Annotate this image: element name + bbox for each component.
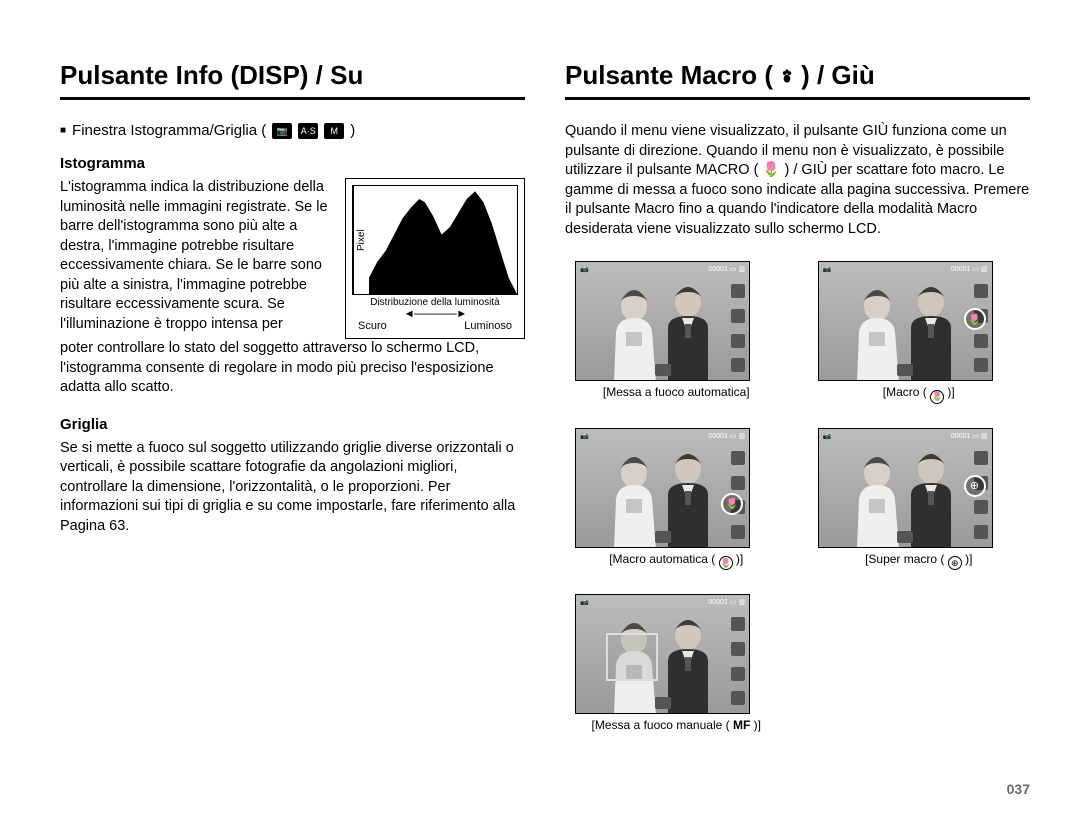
histogram-range-high: Luminoso xyxy=(464,320,512,332)
lcd-side-icon xyxy=(974,500,988,514)
lcd-side-icons xyxy=(731,284,745,372)
histogram-section-title: Istogramma xyxy=(60,155,525,172)
thumbnail-grid: 📷00001 ▭ ▥ [Messa a fuoco automatica] 📷00… xyxy=(565,261,1030,732)
macro-mode-badge: 🌷 xyxy=(721,493,743,515)
lcd-preview-thumb: 📷00001 ▭ ▥ ⊕ xyxy=(818,428,993,548)
thumbnail-cell: 📷00001 ▭ ▥🌷[Macro ( 🌷 )] xyxy=(818,261,1021,404)
right-heading-suffix: ) / Giù xyxy=(801,60,875,91)
right-heading: Pulsante Macro ( ) / Giù xyxy=(565,60,1030,100)
lcd-side-icon xyxy=(974,334,988,348)
lcd-side-icon xyxy=(974,525,988,539)
manual-focus-rect xyxy=(606,633,658,681)
lcd-topbar: 📷00001 ▭ ▥ xyxy=(580,432,745,440)
lcd-side-icon xyxy=(731,358,745,372)
thumbnail-cell: 📷00001 ▭ ▥ [Messa a fuoco automatica] xyxy=(575,261,778,404)
left-column: Pulsante Info (DISP) / Su ■ Finestra Ist… xyxy=(60,60,525,732)
lcd-side-icon xyxy=(731,284,745,298)
lcd-side-icon xyxy=(731,334,745,348)
preview-subjects xyxy=(576,429,749,547)
thumbnail-cell: 📷00001 ▭ ▥⊕[Super macro ( ⊕ )] xyxy=(818,428,1021,571)
lcd-side-icon xyxy=(731,309,745,323)
preview-subjects xyxy=(576,595,749,713)
histogram-ylabel: Pixel xyxy=(353,186,369,294)
lcd-preview-thumb: 📷00001 ▭ ▥ xyxy=(575,261,750,381)
lcd-topbar: 📷00001 ▭ ▥ xyxy=(580,598,745,606)
lcd-side-icon xyxy=(731,691,745,705)
lcd-preview-thumb: 📷00001 ▭ ▥ 🌷 xyxy=(818,261,993,381)
lcd-topbar: 📷00001 ▭ ▥ xyxy=(823,432,988,440)
caption-prefix: [Super macro ( xyxy=(865,552,948,566)
histogram-range-low: Scuro xyxy=(358,320,387,332)
lcd-preview-thumb: 📷00001 ▭ ▥ 🌷 xyxy=(575,428,750,548)
thumbnail-caption: [Messa a fuoco manuale ( MF )] xyxy=(575,718,778,732)
home-icon xyxy=(897,364,913,376)
flower-icon xyxy=(779,68,795,84)
lcd-preview-thumb: 📷00001 ▭ ▥ xyxy=(575,594,750,714)
mode-icon-m: M xyxy=(324,123,344,139)
caption-suffix: )] xyxy=(750,718,761,732)
thumbnail-cell: 📷00001 ▭ ▥🌷[Macro automatica ( 🌷 )] xyxy=(575,428,778,571)
thumbnail-caption: [Macro ( 🌷 )] xyxy=(818,385,1021,404)
lcd-side-icon xyxy=(731,642,745,656)
mode-icon-camera: 📷 xyxy=(272,123,292,139)
thumbnail-caption: [Messa a fuoco automatica] xyxy=(575,385,778,399)
histogram-xlabel: Distribuzione della luminosità xyxy=(352,297,518,308)
caption-mode-icon: 🌷 xyxy=(930,390,944,404)
caption-suffix: )] xyxy=(733,552,744,566)
thumbnail-caption: [Super macro ( ⊕ )] xyxy=(818,552,1021,571)
subline-suffix: ) xyxy=(350,122,355,139)
subline-prefix: Finestra Istogramma/Griglia ( xyxy=(72,122,266,139)
lcd-side-icon xyxy=(731,667,745,681)
page-number: 037 xyxy=(1007,781,1030,797)
histogram-arrow-icon: ◄----------------► xyxy=(352,308,518,320)
macro-mode-badge: ⊕ xyxy=(964,475,986,497)
lcd-topbar: 📷00001 ▭ ▥ xyxy=(823,265,988,273)
caption-mode-icon: ⊕ xyxy=(948,556,962,570)
home-icon xyxy=(655,531,671,543)
right-body: Quando il menu viene visualizzato, il pu… xyxy=(565,122,1030,239)
home-icon xyxy=(897,531,913,543)
caption-prefix: [Macro ( xyxy=(883,385,930,399)
mode-icon-as: A·S xyxy=(298,123,318,139)
lcd-side-icon xyxy=(974,451,988,465)
lcd-side-icon xyxy=(731,525,745,539)
lcd-side-icon xyxy=(731,476,745,490)
lcd-side-icon xyxy=(974,358,988,372)
lcd-side-icon xyxy=(974,284,988,298)
histogram-chart-box: Pixel Distribuzione della luminosità ◄--… xyxy=(345,178,525,339)
griglia-body: Se si mette a fuoco sul soggetto utilizz… xyxy=(60,439,525,537)
caption-suffix: )] xyxy=(944,385,955,399)
lcd-side-icon xyxy=(731,451,745,465)
right-heading-prefix: Pulsante Macro ( xyxy=(565,60,773,91)
home-icon xyxy=(655,697,671,709)
histogram-body-b: poter controllare lo stato del soggetto … xyxy=(60,339,525,398)
macro-mode-badge: 🌷 xyxy=(964,308,986,330)
bullet-square-icon: ■ xyxy=(60,125,66,136)
right-column: Pulsante Macro ( ) / Giù Quando il menu … xyxy=(565,60,1030,732)
caption-mode-icon: MF xyxy=(733,718,750,732)
thumbnail-caption: [Macro automatica ( 🌷 )] xyxy=(575,552,778,571)
caption-mode-icon: 🌷 xyxy=(719,556,733,570)
griglia-section-title: Griglia xyxy=(60,416,525,433)
caption-prefix: [Macro automatica ( xyxy=(609,552,718,566)
lcd-topbar: 📷00001 ▭ ▥ xyxy=(580,265,745,273)
lcd-side-icons xyxy=(731,617,745,705)
thumbnail-cell: 📷00001 ▭ ▥ [Messa a fuoco manuale ( MF )] xyxy=(575,594,778,732)
home-icon xyxy=(655,364,671,376)
caption-prefix: [Messa a fuoco manuale ( xyxy=(592,718,733,732)
preview-subjects xyxy=(576,262,749,380)
lcd-side-icon xyxy=(731,617,745,631)
left-heading: Pulsante Info (DISP) / Su xyxy=(60,60,525,100)
histogram-body-a: L'istogramma indica la distribuzione del… xyxy=(60,178,331,335)
histogram-grid-window-line: ■ Finestra Istogramma/Griglia ( 📷 A·S M … xyxy=(60,122,525,139)
histogram-shape xyxy=(369,191,517,294)
caption-suffix: )] xyxy=(962,552,973,566)
